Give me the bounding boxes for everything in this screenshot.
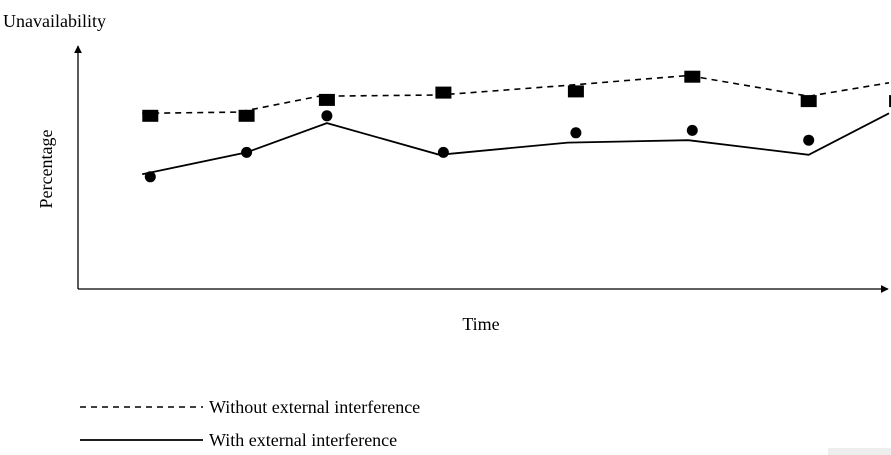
data-point-1-3 — [437, 146, 449, 158]
data-point-0-0 — [142, 109, 159, 122]
y-axis-label: Percentage — [36, 130, 56, 209]
data-point-1-1 — [241, 146, 253, 158]
series-line-0 — [142, 74, 890, 115]
data-point-0-7 — [889, 95, 891, 108]
data-point-1-0 — [144, 171, 156, 183]
legend-label-without: Without external interference — [209, 397, 420, 417]
series-line-1 — [142, 112, 890, 176]
data-point-1-5 — [686, 124, 698, 136]
data-point-1-2 — [321, 110, 333, 122]
data-point-1-6 — [803, 134, 815, 146]
x-axis-label: Time — [462, 314, 499, 334]
legend-label-with: With external interference — [209, 430, 397, 450]
data-point-0-3 — [435, 86, 452, 99]
data-point-0-4 — [567, 85, 584, 98]
chart-title: Unavailability — [3, 11, 106, 31]
corner-patch — [828, 448, 891, 455]
data-point-0-2 — [318, 93, 335, 106]
data-point-0-6 — [800, 95, 817, 108]
legend: Without external interference With exter… — [80, 397, 420, 450]
plot-area — [142, 70, 891, 183]
data-point-0-1 — [238, 109, 255, 122]
data-point-0-5 — [684, 70, 701, 83]
data-point-1-4 — [570, 127, 582, 139]
